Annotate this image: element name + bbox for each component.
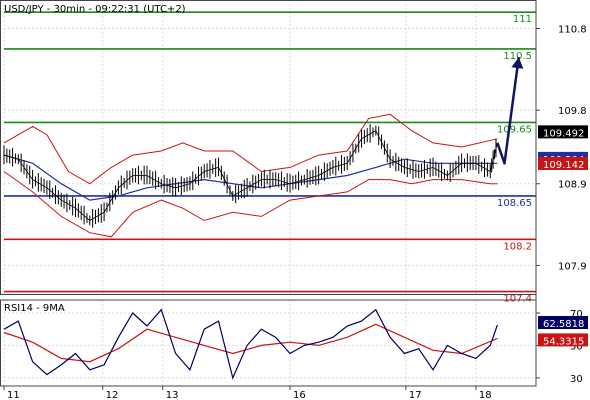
price-tick-label-2: 108.9: [558, 180, 587, 191]
price-badge-0: 109.492: [538, 125, 588, 139]
rsi-ma-line: [3, 323, 498, 363]
rsi-line: [3, 308, 498, 380]
rsi-badge-1-bg: [538, 333, 588, 347]
price-series-layer: [3, 56, 524, 238]
level-label-2: 109.65: [497, 124, 532, 135]
x-tick-label-18: 18: [479, 390, 492, 400]
forecast-arrowhead: [511, 57, 524, 69]
forecast-arrow-line: [496, 56, 521, 165]
price-line: [3, 130, 498, 221]
level-label-5: 107.4: [503, 294, 532, 305]
level-label-4: 108.2: [503, 241, 532, 252]
rsi-tick-label-0: 70: [570, 309, 583, 320]
price-tick-label-3: 107.9: [558, 261, 587, 272]
x-tick-label-17: 17: [409, 390, 422, 400]
level-label-1: 110.5: [503, 51, 532, 62]
rsi-panel-title: RSI14 - 9MA: [4, 303, 65, 314]
rsi-tick-label-1: 50: [570, 341, 583, 352]
grid-layer: [3, 4, 536, 386]
rsi-badge-0-label: 62.5818: [543, 319, 584, 330]
price-badge-0-bg: [538, 125, 588, 139]
price-badge-2-label: 109.142: [543, 160, 584, 171]
rsi-badge-1-label: 54.3315: [543, 336, 584, 347]
chart-title: USD/JPY - 30min - 09:22:31 (UTC+2): [4, 4, 186, 15]
price-badge-0-label: 109.492: [543, 128, 584, 139]
rsi-badge-0-bg: [538, 316, 588, 330]
price-tick-label-1: 109.8: [558, 106, 587, 117]
bollinger-upper-line: [3, 113, 498, 185]
rsi-badge-1: 54.3315: [538, 333, 588, 347]
level-label-0: 111: [513, 14, 532, 25]
rsi-tick-label-2: 30: [570, 374, 583, 385]
x-tick-label-16: 16: [293, 390, 306, 400]
rsi-panel: [3, 308, 536, 380]
level-label-3: 108.65: [497, 198, 532, 209]
price-tick-label-0: 110.8: [558, 25, 587, 36]
bollinger-lower-line: [3, 171, 498, 238]
x-tick-label-12: 12: [106, 390, 119, 400]
price-badge-2: 109.142: [538, 156, 588, 171]
x-tick-label-11: 11: [7, 390, 20, 400]
rsi-badge-0: 62.5818: [538, 316, 588, 330]
price-badge-2-bg: [538, 156, 588, 170]
x-tick-label-13: 13: [166, 390, 179, 400]
support-resistance-levels: 111 110.5 109.65 108.65 108.2 107.4: [4, 11, 536, 305]
